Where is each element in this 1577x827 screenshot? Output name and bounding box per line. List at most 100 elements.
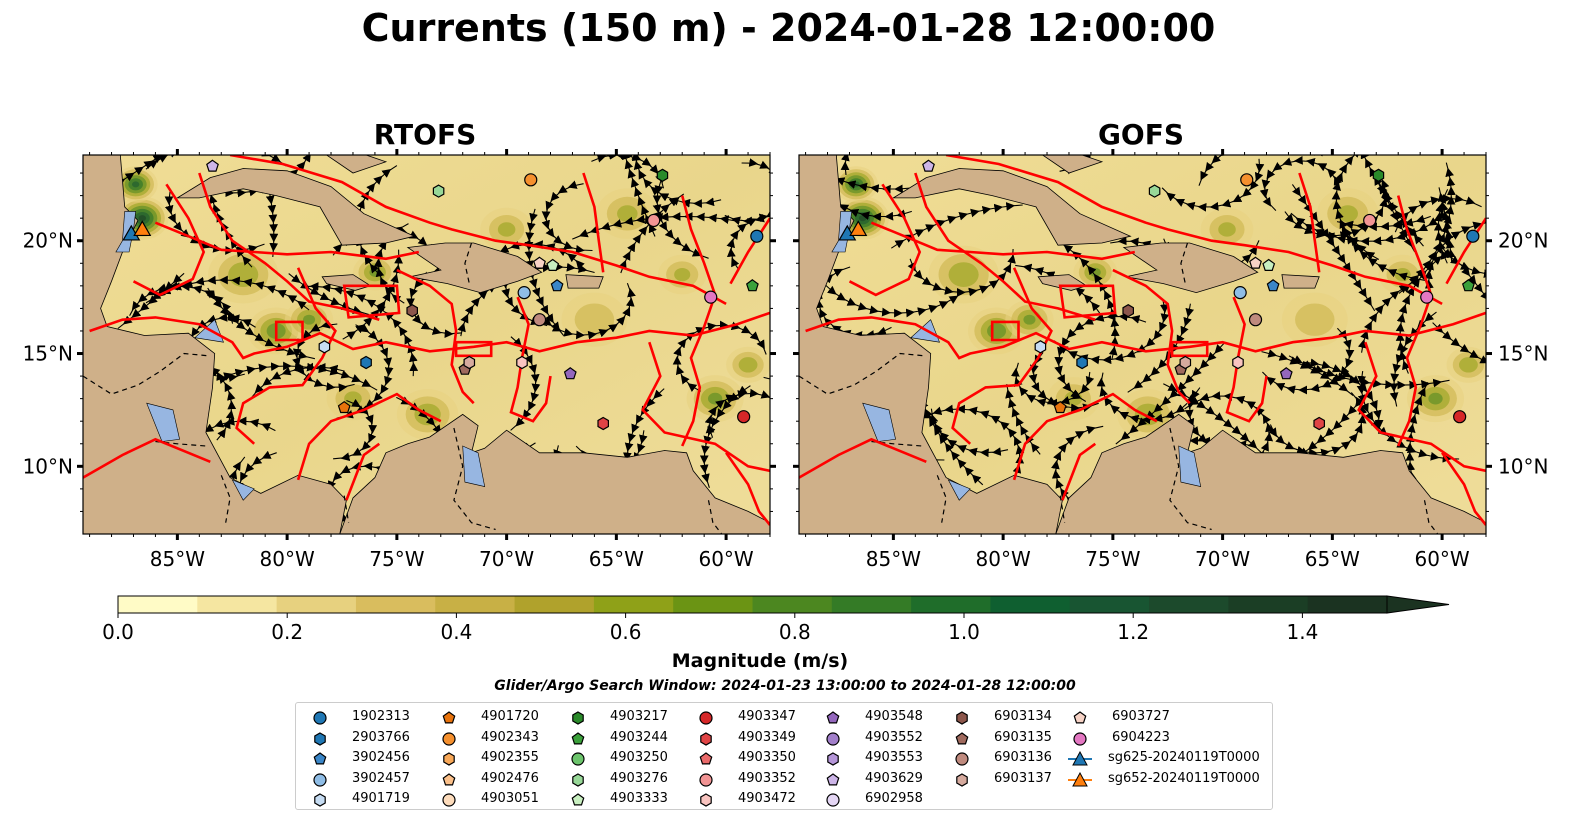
country-border (453, 427, 496, 531)
lon-tick-label: 80°W (260, 547, 315, 571)
eez-boundary (296, 392, 442, 481)
lon-tick-label: 70°W (1195, 547, 1250, 571)
argo-float-marker (1363, 213, 1377, 228)
land-mass (891, 168, 1132, 246)
argo-float-marker (1313, 416, 1326, 431)
speed-contour (497, 222, 516, 237)
colorbar-tick-label: 1.4 (1286, 620, 1318, 644)
legend-marker (442, 711, 456, 724)
legend-label: 4903552 (865, 729, 923, 745)
legend-marker (313, 773, 327, 787)
argo-float-marker (704, 290, 718, 304)
speed-contour (858, 215, 867, 222)
speed-contour (707, 392, 723, 405)
legend-marker (313, 711, 327, 725)
legend-marker (442, 773, 456, 786)
streamline (1433, 189, 1449, 264)
legend-marker-icon (827, 752, 839, 766)
argo-float-marker (922, 159, 935, 172)
argo-float-marker (1453, 410, 1467, 424)
colorbar-bin (514, 596, 595, 613)
streamline (1198, 155, 1323, 186)
lon-tick-label: 60°W (698, 547, 753, 571)
legend-label: 6903134 (994, 709, 1052, 724)
gofs-map: 85°W 80°W 75°W 70°W 65°W 60°W 10°N 15°N 20°N (793, 128, 1548, 571)
argo-float-marker (337, 400, 351, 414)
lat-tick-label: 10°N (1498, 454, 1548, 478)
speed-contour (574, 303, 615, 336)
streamline (1432, 322, 1486, 382)
legend-marker-icon (699, 711, 713, 725)
argo-float-marker (1179, 355, 1192, 370)
legend-marker (572, 711, 584, 725)
argo-float-marker (463, 355, 476, 370)
legend-label: 4903276 (610, 770, 668, 786)
speed-contour (1428, 392, 1443, 405)
argo-float-marker (597, 416, 610, 431)
eez-boundary (235, 267, 337, 445)
legend-marker-icon (443, 752, 455, 766)
streamline (891, 202, 1023, 249)
argo-float-marker (406, 304, 418, 318)
colorbar-bin (673, 596, 753, 613)
legend-marker (956, 711, 968, 725)
legend-marker-icon (571, 752, 585, 766)
legend-label: 6903727 (1112, 709, 1170, 724)
colorbar-bin (1307, 596, 1388, 613)
argo-float-marker (1248, 313, 1263, 327)
panel-title-gofs: GOFS (1097, 118, 1185, 151)
legend-label: 3902457 (352, 770, 410, 786)
colorbar-bin (435, 596, 516, 613)
streamline (1357, 280, 1415, 353)
eez-boundary (914, 172, 1096, 321)
legend-marker (1073, 711, 1087, 724)
colorbar-extend-arrow (1386, 595, 1450, 614)
legend-marker-icon (826, 773, 840, 786)
eez-boundary (951, 267, 1053, 445)
lon-tick-label: 60°W (1414, 547, 1469, 571)
legend-marker-icon (1073, 731, 1087, 746)
streamline (1261, 349, 1354, 397)
streamline (205, 363, 237, 441)
legend-label: 4902343 (481, 729, 539, 745)
lon-tick-label: 80°W (976, 547, 1031, 571)
legend-marker (443, 752, 455, 766)
eez-boundary (198, 172, 380, 321)
legend-marker (955, 752, 969, 766)
argo-float-marker (1076, 355, 1088, 370)
eez-boundary (1112, 268, 1191, 405)
argo-float-marker (1461, 279, 1475, 292)
argo-float-marker (1262, 258, 1276, 271)
argo-float-marker (1034, 340, 1047, 354)
speed-contour (1459, 357, 1478, 373)
legend-marker (826, 731, 840, 746)
legend-label: 4901719 (352, 791, 410, 807)
eez-boundary (1170, 340, 1209, 358)
land-mass (964, 128, 999, 151)
streamline (907, 248, 1016, 297)
speed-contour (1218, 222, 1236, 237)
lat-tick-label: 15°N (23, 342, 73, 366)
search-window-label: Glider/Argo Search Window: 2024-01-23 13… (494, 678, 1076, 694)
argo-float-marker (656, 168, 669, 182)
argo-float-marker (1148, 184, 1161, 198)
legend-label: 4903352 (738, 770, 796, 786)
argo-float-marker (206, 159, 219, 172)
lake (831, 211, 853, 253)
legend-marker-icon (1068, 771, 1092, 787)
legend-marker (442, 793, 456, 807)
legend-label: 4903333 (610, 791, 668, 807)
colorbar-tick-label: 0.8 (779, 620, 811, 644)
lon-tick-label: 85°W (866, 547, 921, 571)
colorbar-bin (911, 596, 991, 613)
legend-marker (956, 773, 968, 787)
land-mass (565, 274, 604, 289)
eez-boundary (1012, 392, 1158, 481)
legend-marker (442, 731, 456, 746)
argo-float-marker (318, 340, 331, 354)
colorbar-bin (831, 596, 912, 613)
legend-marker (699, 773, 713, 787)
glider-marker (133, 220, 152, 237)
legend-label: 6903137 (994, 770, 1052, 786)
